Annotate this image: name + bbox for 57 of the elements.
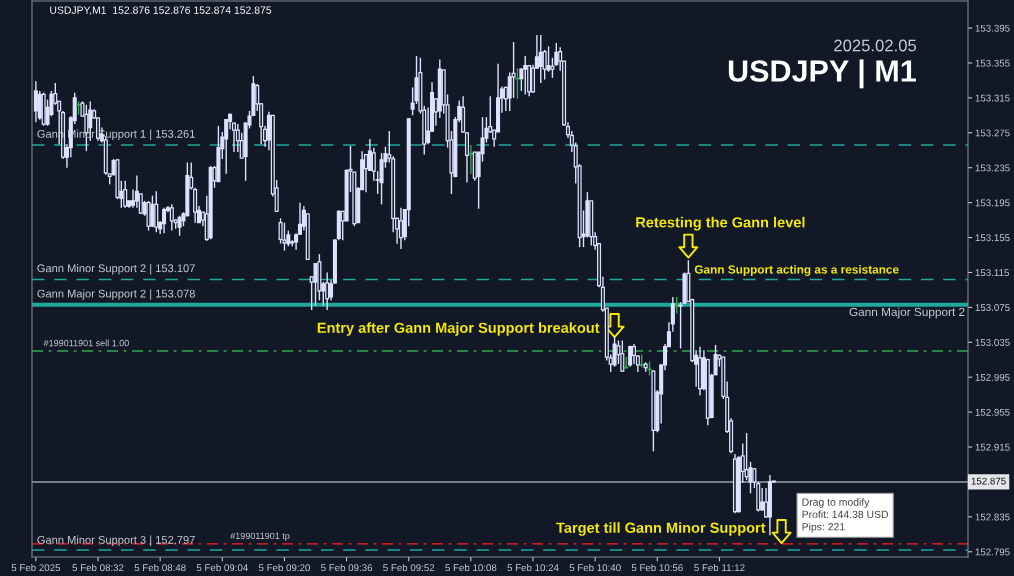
- x-tick-label: 5 Feb 10:56: [631, 563, 683, 572]
- y-tick-label: 153.075: [975, 304, 1010, 311]
- candlestick: [313, 263, 318, 307]
- x-tick-label: 5 Feb 10:08: [445, 563, 497, 572]
- x-tick-label: 5 Feb 09:36: [321, 563, 373, 572]
- text: USDJPY | M1: [728, 59, 916, 89]
- y-tick-label: 152.995: [975, 373, 1010, 381]
- candlestick: [511, 41, 516, 99]
- candlestick: [150, 194, 155, 228]
- candlestick: [398, 207, 403, 250]
- y-tick-label: 153.275: [975, 129, 1010, 137]
- candlestick: [519, 67, 524, 92]
- y-tick-label: 153.035: [975, 339, 1010, 346]
- candlestick: [363, 153, 369, 193]
- x-tick-label: 5 Feb 08:32: [72, 563, 124, 572]
- x-tick-label: 5 Feb 09:04: [196, 563, 248, 572]
- ref-line-label: Gann Major Support 2 | 153.078: [37, 289, 195, 300]
- annotation: Entry after Gann Major Support breakout: [317, 322, 600, 336]
- x-tick-label: 5 Feb 11:12: [694, 563, 745, 572]
- ref-line-label: #199011901 tp: [230, 532, 290, 541]
- y-tick-label: 153.235: [975, 164, 1010, 172]
- y-tick-label: 153.355: [975, 59, 1010, 67]
- annotation: Gann Support acting as a resistance: [694, 264, 899, 277]
- ref-line-label: Gann Minor Support 2 | 153.107: [37, 264, 195, 275]
- y-tick-label: 152.955: [975, 408, 1010, 416]
- candlestick: [146, 200, 151, 232]
- ref-line-label: 152.875: [971, 477, 1006, 485]
- x-tick-label: 5 Feb 09:20: [258, 563, 311, 572]
- candlestick: [542, 49, 547, 81]
- x-tick-label: 5 Feb 2025: [11, 563, 61, 572]
- annotation: Retesting the Gann level: [636, 216, 805, 231]
- candlestick: [538, 34, 543, 84]
- annotation: Gann Major Support 2: [849, 307, 965, 319]
- y-tick-label: 153.155: [975, 234, 1010, 242]
- candlestick: [713, 344, 718, 377]
- y-tick-label: 153.395: [975, 24, 1010, 32]
- y-tick-label: 152.915: [975, 443, 1010, 451]
- x-tick-label: 5 Feb 09:52: [383, 563, 435, 572]
- x-tick-label: 5 Feb 10:24: [507, 563, 559, 572]
- y-tick-label: 153.315: [975, 94, 1010, 102]
- ref-line-label: Gann Minor Support 3 | 152.797: [37, 535, 195, 547]
- candlestick: [515, 67, 520, 100]
- y-tick-label: 152.795: [975, 548, 1010, 556]
- x-tick-label: 5 Feb 10:40: [569, 563, 621, 572]
- annotation: USDJPY,M1 152.876 152.876 152.874 152.875: [50, 6, 272, 16]
- annotation: Target till Gann Minor Support: [556, 522, 766, 536]
- candlestick: [33, 80, 38, 124]
- candlestick: [325, 271, 330, 311]
- ref-line-label: #199011901 sell 1.00: [43, 339, 129, 347]
- candlestick: [231, 122, 236, 153]
- text: 2025.02.05: [834, 39, 917, 52]
- x-tick-label: 5 Feb 08:48: [134, 563, 186, 572]
- annotation: Drag to modify Profit: 144.38 USD Pips: 221: [802, 498, 889, 533]
- y-tick-label: 153.115: [975, 269, 1009, 277]
- y-tick-label: 152.835: [975, 513, 1010, 521]
- candlestick: [612, 336, 617, 368]
- y-tick-label: 153.195: [975, 199, 1010, 207]
